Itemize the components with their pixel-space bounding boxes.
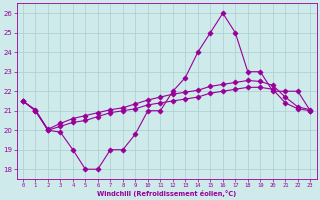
- X-axis label: Windchill (Refroidissement éolien,°C): Windchill (Refroidissement éolien,°C): [97, 190, 236, 197]
